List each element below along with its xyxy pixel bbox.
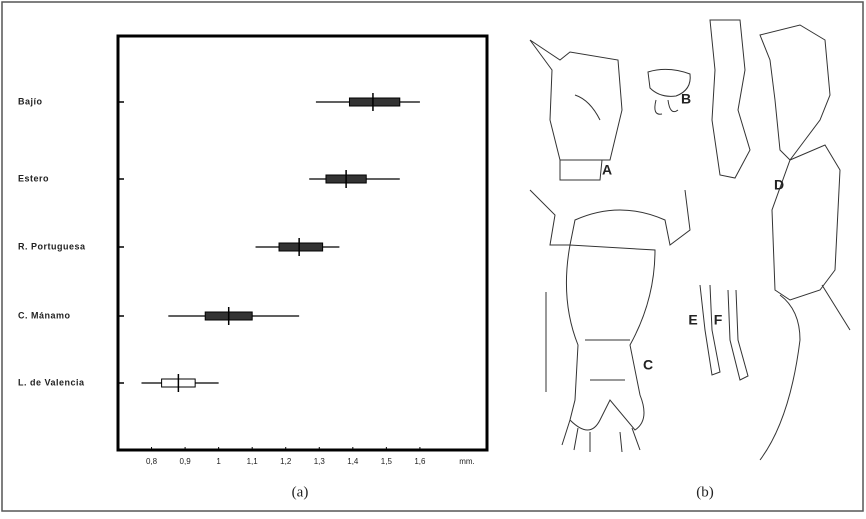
category-label: L. de Valencia — [18, 377, 85, 387]
range-box — [278, 242, 324, 252]
x-unit: mm. — [459, 457, 475, 466]
x-tick-label: 1,6 — [414, 457, 426, 466]
range-box — [348, 97, 401, 107]
specimen-drawings — [529, 19, 851, 461]
x-tick-label: 1,1 — [247, 457, 259, 466]
plot-frame — [116, 34, 489, 452]
x-tick-label: 1,3 — [314, 457, 326, 466]
category-label: C. Mánamo — [18, 310, 71, 320]
category-label: Bajío — [18, 96, 43, 106]
part-label: A — [602, 162, 612, 178]
x-tick-label: 1 — [216, 457, 221, 466]
panel-label: (b) — [696, 484, 714, 500]
category-label: Estero — [18, 173, 49, 183]
part-label: D — [774, 177, 784, 193]
x-tick-label: 0,9 — [180, 457, 192, 466]
category-label: R. Portuguesa — [18, 241, 86, 251]
panel-label: (a) — [292, 484, 309, 500]
part-label: F — [714, 312, 723, 328]
part-label: E — [688, 312, 697, 328]
part-label: B — [681, 91, 691, 107]
x-tick-label: 0,8 — [146, 457, 158, 466]
x-tick-label: 1,4 — [347, 457, 359, 466]
x-tick-label: 1,2 — [280, 457, 292, 466]
x-tick-label: 1,5 — [381, 457, 393, 466]
part-label: C — [643, 357, 653, 373]
